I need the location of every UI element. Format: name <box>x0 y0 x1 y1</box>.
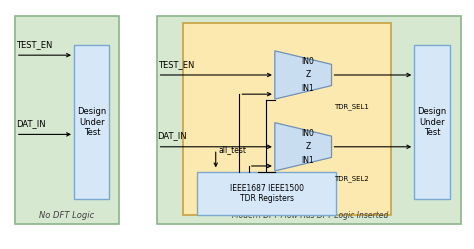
Bar <box>414 45 450 199</box>
Bar <box>156 15 462 224</box>
Bar <box>74 45 109 199</box>
Bar <box>197 172 336 215</box>
Bar <box>15 15 119 224</box>
Polygon shape <box>275 123 331 171</box>
Text: Z: Z <box>305 70 310 79</box>
Text: TDR_SEL2: TDR_SEL2 <box>334 175 369 182</box>
Text: Design
Under
Test: Design Under Test <box>77 107 107 137</box>
Text: No DFT Logic: No DFT Logic <box>39 211 94 220</box>
Text: TEST_EN: TEST_EN <box>157 60 194 69</box>
Text: all_test: all_test <box>218 145 246 154</box>
Text: Design
Under
Test: Design Under Test <box>418 107 447 137</box>
Text: Z: Z <box>305 142 310 151</box>
Text: IN1: IN1 <box>301 84 314 93</box>
Polygon shape <box>275 51 331 99</box>
Text: Modern DFT Flow Has DFT Logic Inserted: Modern DFT Flow Has DFT Logic Inserted <box>232 211 388 220</box>
Text: IN0: IN0 <box>301 129 314 138</box>
Bar <box>182 23 391 215</box>
Text: IN0: IN0 <box>301 57 314 66</box>
Text: IN1: IN1 <box>301 156 314 165</box>
Text: IEEE1687 IEEE1500
TDR Registers: IEEE1687 IEEE1500 TDR Registers <box>229 184 303 203</box>
Text: DAT_IN: DAT_IN <box>157 131 187 141</box>
Text: DAT_IN: DAT_IN <box>16 119 46 128</box>
Text: TEST_EN: TEST_EN <box>16 40 52 49</box>
Text: TDR_SEL1: TDR_SEL1 <box>334 104 369 110</box>
